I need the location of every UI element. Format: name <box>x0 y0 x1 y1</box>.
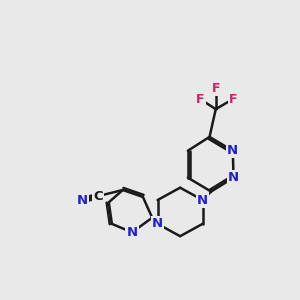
Text: C: C <box>93 190 103 203</box>
Text: F: F <box>196 93 205 106</box>
Text: F: F <box>212 82 220 95</box>
Text: N: N <box>197 194 208 206</box>
Text: N: N <box>152 218 163 230</box>
Text: F: F <box>229 93 237 106</box>
Text: N: N <box>127 226 138 239</box>
Text: N: N <box>227 144 238 157</box>
Text: N: N <box>77 194 88 206</box>
Text: N: N <box>228 171 239 184</box>
